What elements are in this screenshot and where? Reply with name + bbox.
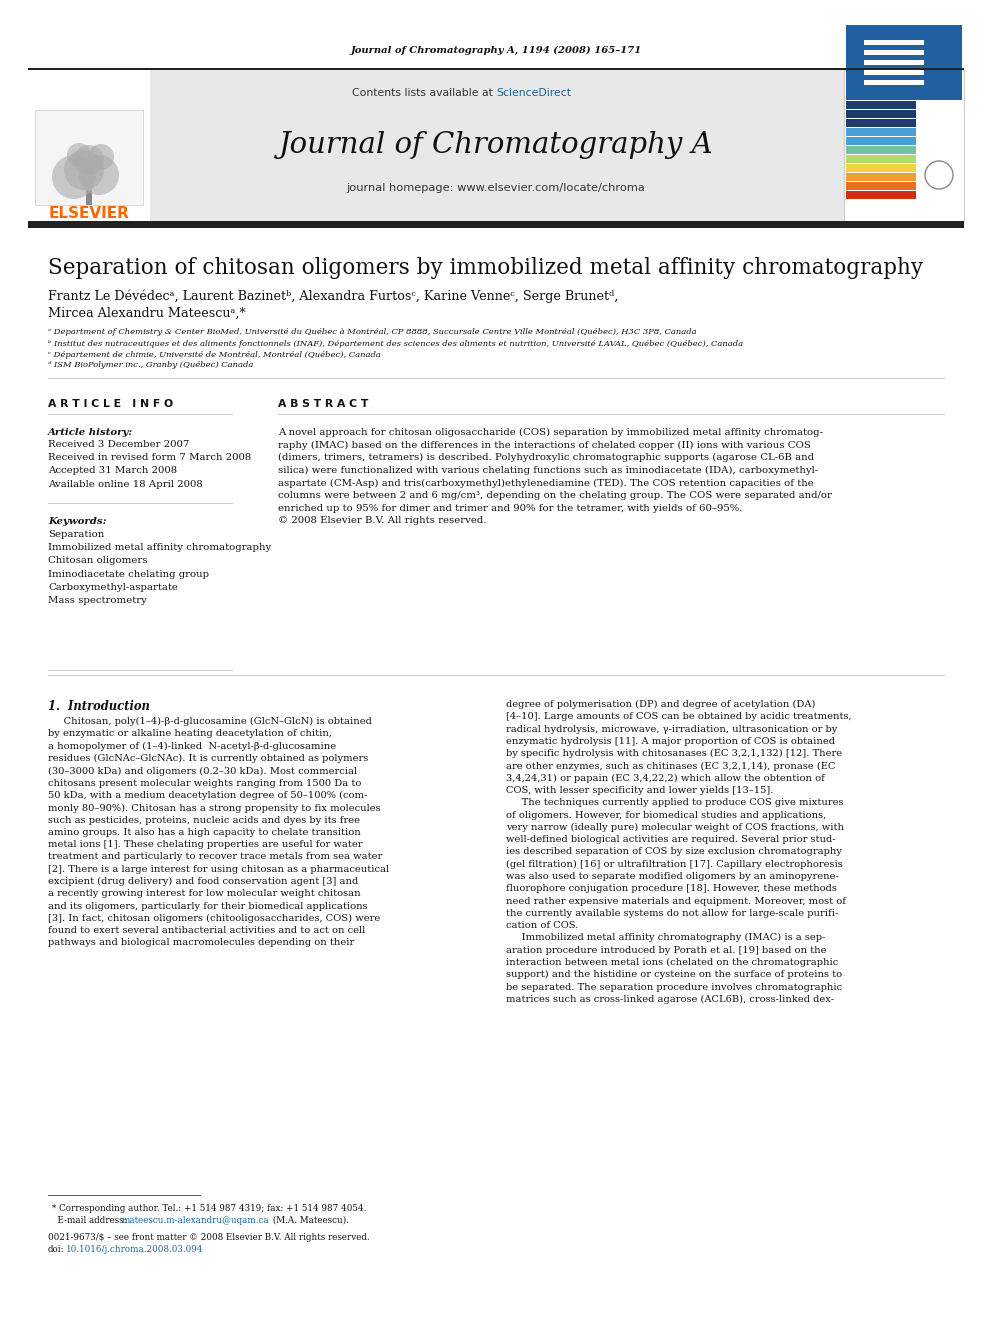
Text: doi:: doi: [48,1245,64,1254]
Circle shape [79,155,119,194]
Text: Received 3 December 2007
Received in revised form 7 March 2008
Accepted 31 March: Received 3 December 2007 Received in rev… [48,441,251,488]
Bar [28,70,150,222]
Bar [846,164,916,172]
Circle shape [74,146,104,175]
Text: ᶜ Département de chimie, Université de Montréal, Montréal (Québec), Canada: ᶜ Département de chimie, Université de M… [48,351,381,359]
Text: ᵃ Department of Chemistry & Center BioMed, Université du Québec à Montréal, CP 8: ᵃ Department of Chemistry & Center BioMe… [48,328,696,336]
Bar [864,50,924,56]
Text: mateescu.m-alexandru@uqam.ca: mateescu.m-alexandru@uqam.ca [122,1216,270,1225]
Text: ELSEVIER: ELSEVIER [49,205,129,221]
Text: degree of polymerisation (DP) and degree of acetylation (DA)
[4–10]. Large amoun: degree of polymerisation (DP) and degree… [506,700,851,1004]
Text: Chitosan, poly(1–4)-β-d-glucosamine (GlcN–GlcN) is obtained
by enzymatic or alka: Chitosan, poly(1–4)-β-d-glucosamine (Glc… [48,717,389,947]
Bar [846,191,916,198]
Bar [35,110,143,205]
Text: journal homepage: www.elsevier.com/locate/chroma: journal homepage: www.elsevier.com/locat… [346,183,646,193]
Bar [864,79,924,85]
Text: 0021-9673/$ – see front matter © 2008 Elsevier B.V. All rights reserved.: 0021-9673/$ – see front matter © 2008 El… [48,1233,370,1242]
Text: E-mail address:: E-mail address: [52,1216,129,1225]
Circle shape [67,143,91,167]
Text: Frantz Le Dévédecᵃ, Laurent Bazinetᵇ, Alexandra Furtosᶜ, Karine Venneᶜ, Serge Br: Frantz Le Dévédecᵃ, Laurent Bazinetᵇ, Al… [48,290,618,303]
Text: Separation of chitosan oligomers by immobilized metal affinity chromatography: Separation of chitosan oligomers by immo… [48,257,924,279]
Bar [150,70,844,222]
Text: 50: 50 [932,169,945,180]
Text: ᵈ ISM BioPolymer inc., Granby (Québec) Canada: ᵈ ISM BioPolymer inc., Granby (Québec) C… [48,361,253,369]
Bar [28,221,964,228]
Text: * Corresponding author. Tel.: +1 514 987 4319; fax: +1 514 987 4054.: * Corresponding author. Tel.: +1 514 987… [52,1204,366,1213]
Text: Journal of Chromatography A: Journal of Chromatography A [279,131,713,159]
Text: A novel approach for chitosan oligosaccharide (COS) separation by immobilized me: A novel approach for chitosan oligosacch… [278,429,832,525]
Bar [846,110,916,118]
Bar [846,138,916,146]
Text: ScienceDirect: ScienceDirect [496,89,571,98]
Bar [846,119,916,127]
Text: Article history:: Article history: [48,429,133,437]
Bar [846,101,916,108]
Circle shape [88,144,114,169]
Bar [846,155,916,163]
Bar [846,183,916,191]
Text: A B S T R A C T: A B S T R A C T [278,400,368,409]
Bar [846,128,916,136]
Text: Keywords:: Keywords: [48,517,106,527]
Text: A R T I C L E   I N F O: A R T I C L E I N F O [48,400,174,409]
Bar [864,40,924,45]
Circle shape [925,161,953,189]
Bar [844,70,964,222]
Bar [28,67,964,70]
Text: Mircea Alexandru Mateescuᵃ,*: Mircea Alexandru Mateescuᵃ,* [48,307,246,319]
Circle shape [64,149,104,191]
Circle shape [52,155,96,198]
Bar [846,25,962,101]
Text: Journal of Chromatography A, 1194 (2008) 165–171: Journal of Chromatography A, 1194 (2008)… [350,45,642,54]
Text: 1.  Introduction: 1. Introduction [48,700,150,713]
Bar [846,173,916,181]
Bar [864,70,924,75]
Text: ᵇ Institut des nutraceutiques et des aliments fonctionnels (INAF), Département d: ᵇ Institut des nutraceutiques et des ali… [48,340,743,348]
Text: Separation
Immobilized metal affinity chromatography
Chitosan oligomers
Iminodia: Separation Immobilized metal affinity ch… [48,531,271,605]
Bar [864,60,924,65]
Bar [846,146,916,153]
Text: Contents lists available at: Contents lists available at [351,89,496,98]
Text: 10.1016/j.chroma.2008.03.094: 10.1016/j.chroma.2008.03.094 [66,1245,203,1254]
Text: (M.A. Mateescu).: (M.A. Mateescu). [270,1216,349,1225]
Bar [86,191,92,205]
